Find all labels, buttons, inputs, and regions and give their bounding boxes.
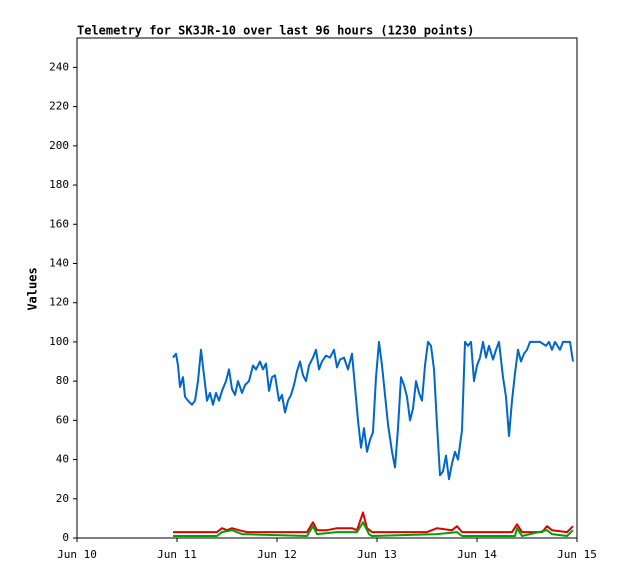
plot-frame	[76, 37, 578, 539]
series-line	[173, 521, 574, 537]
series-line	[172, 340, 574, 481]
series-line	[173, 511, 574, 534]
y-tick-label: 160	[49, 217, 69, 230]
y-tick-label: 20	[56, 492, 69, 505]
x-tick-label: Jun 10	[57, 548, 97, 561]
y-tick-label: 140	[49, 256, 69, 269]
x-tick-label: Jun 12	[257, 548, 297, 561]
y-tick-label: 220	[49, 100, 69, 113]
y-tick-label: 40	[56, 453, 69, 466]
x-tick-label: Jun 14	[457, 548, 497, 561]
x-tick-label: Jun 15	[557, 548, 597, 561]
x-tick-label: Jun 13	[357, 548, 397, 561]
y-tick-label: 60	[56, 413, 69, 426]
y-tick-label: 0	[62, 531, 69, 544]
y-tick-label: 80	[56, 374, 69, 387]
y-tick-label: 240	[49, 60, 69, 73]
chart-title: Telemetry for SK3JR-10 over last 96 hour…	[77, 24, 474, 38]
y-tick-label: 100	[49, 335, 69, 348]
y-tick-label: 200	[49, 139, 69, 152]
y-axis-label: Values	[26, 267, 40, 310]
x-tick-label: Jun 11	[157, 548, 197, 561]
y-tick-label: 120	[49, 296, 69, 309]
y-tick-label: 180	[49, 178, 69, 191]
